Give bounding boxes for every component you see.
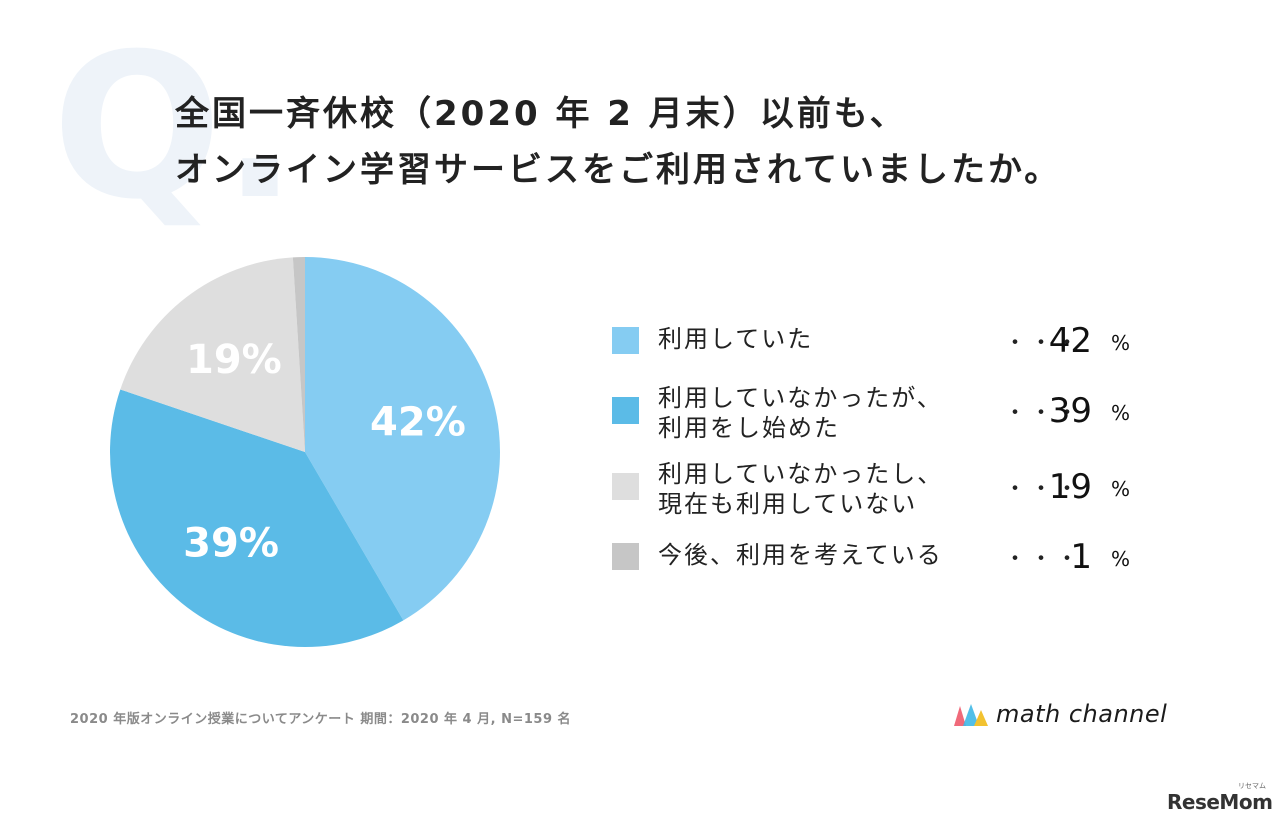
pie-slice-1 [109,389,404,648]
math-channel-logo: math channel [954,696,1167,732]
legend-label-line: 利用をし始めた [658,414,840,442]
pie-data-label-1: 39% [183,521,279,567]
legend-label: 今後、利用を考えている [658,540,943,570]
pie-chart: 42% 39% 19% [109,257,500,648]
pie-slice-3 [292,257,305,452]
watermark-small-text: リセマム [1238,782,1266,790]
logo-text: math channel [996,700,1168,728]
question-mark-decoration: Q. [52,11,298,244]
legend-dots: ・・・ [1004,477,1083,502]
legend-percent: 42 [1048,321,1092,361]
legend-label-line: 今後、利用を考えている [658,541,943,569]
legend-percent-unit: % [1110,331,1130,355]
legend-dots: ・・・ [1004,547,1083,572]
page-title: 全国一斉休校（2020 年 2 月末）以前も、 オンライン学習サービスをご利用さ… [175,86,1235,198]
pie-slice-0 [305,257,500,621]
pie-slice-2 [120,257,305,452]
footnote: 2020 年版オンライン授業についてアンケート 期間：2020 年 4 月, N… [70,712,572,727]
legend-label-line: 利用していた [658,325,814,353]
legend-percent: 1 [1070,537,1092,577]
resemom-watermark: ReseMom [1167,790,1273,814]
legend-label: 利用していた [658,324,813,354]
legend-percent-unit: % [1110,401,1130,425]
legend-percent-unit: % [1110,547,1130,571]
legend-label-line: 利用していなかったし、 [658,460,944,488]
legend-label: 利用していなかったし、 現在も利用していない [658,459,943,519]
legend-swatch [612,397,639,424]
legend-swatch [612,327,639,354]
legend-swatch [612,543,639,570]
legend-dots: ・・・ [1004,331,1083,356]
legend-percent-unit: % [1110,477,1130,501]
title-line-2: オンライン学習サービスをご利用されていましたか。 [175,150,1062,190]
title-line-1: 全国一斉休校（2020 年 2 月末）以前も、 [175,94,907,134]
legend-label-line: 現在も利用していない [658,490,918,518]
legend-percent: 39 [1048,391,1092,431]
pie-data-label-2: 19% [186,337,282,383]
legend-label-line: 利用していなかったが、 [658,384,943,412]
legend-swatch [612,473,639,500]
pie-data-label-0: 42% [370,399,466,445]
legend-percent: 19 [1048,467,1092,507]
legend-label: 利用していなかったが、 利用をし始めた [658,383,943,443]
legend-dots: ・・・ [1004,401,1083,426]
logo-mark-icon [954,704,988,726]
